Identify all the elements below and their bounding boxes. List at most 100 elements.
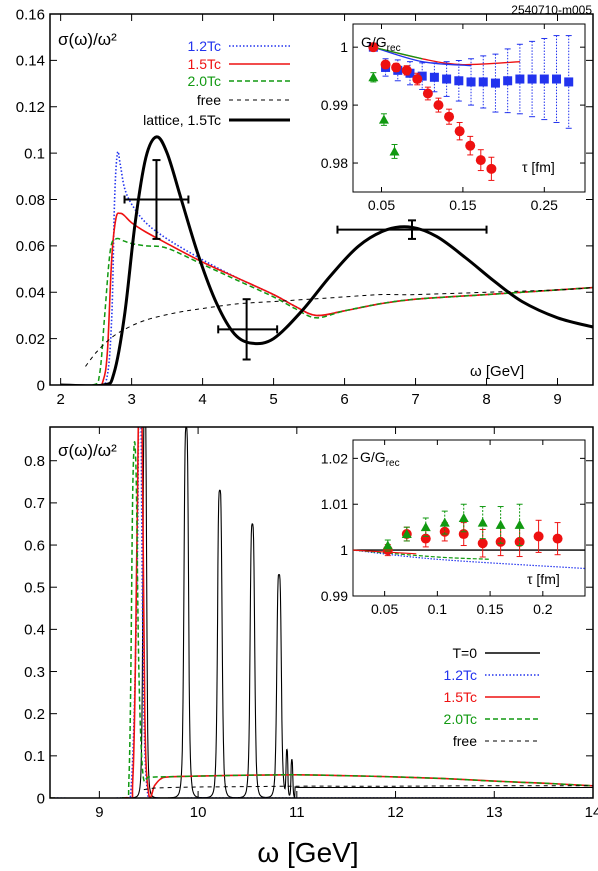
bottom-curves bbox=[50, 427, 593, 798]
series-line-15tc bbox=[60, 212, 593, 385]
inset-marker-circle bbox=[454, 126, 465, 137]
inset-marker-circle bbox=[380, 59, 391, 70]
inset-marker-square bbox=[539, 74, 549, 84]
series-line-12tc bbox=[60, 150, 593, 385]
y-tick-label: 0.06 bbox=[16, 238, 45, 255]
inset-marker-triangle bbox=[401, 529, 412, 539]
inset-marker-circle bbox=[533, 531, 544, 542]
y-tick-label: 0.5 bbox=[24, 579, 45, 596]
inset-marker-square bbox=[466, 77, 476, 87]
inset-marker-square bbox=[490, 78, 500, 88]
x-tick-label: 13 bbox=[486, 804, 503, 821]
bottom-inset-content: 0.05 0.1 0.15 0.2 0.99 1 1.01 1.02 bbox=[321, 440, 586, 617]
x-tick-label: 5 bbox=[269, 391, 277, 408]
x-tick-label: 9 bbox=[95, 804, 103, 821]
inset-marker-square bbox=[552, 74, 562, 84]
inset-marker-circle bbox=[444, 111, 455, 122]
y-tick-label: 1.01 bbox=[321, 496, 348, 512]
inset-marker-circle bbox=[420, 533, 431, 544]
y-tick-label: 1.02 bbox=[321, 450, 348, 466]
bottom-x-axis-label: ω [GeV] bbox=[257, 837, 358, 868]
inset-marker-circle bbox=[465, 140, 476, 151]
legend-label: free bbox=[197, 92, 221, 108]
series-line-free bbox=[85, 287, 593, 367]
inset-marker-square bbox=[454, 76, 464, 86]
legend-label: 2.0Tc bbox=[188, 73, 221, 89]
y-tick-label: 0.02 bbox=[16, 331, 45, 348]
x-tick-label: 9 bbox=[553, 391, 561, 408]
y-tick-label: 0.6 bbox=[24, 537, 45, 554]
y-tick-label: 0.4 bbox=[24, 622, 45, 639]
inset-marker-circle bbox=[401, 65, 412, 76]
y-tick-label: 0.2 bbox=[24, 706, 45, 723]
inset-marker-square bbox=[478, 77, 488, 87]
bottom-inset-y-label: G/Grec bbox=[360, 449, 400, 469]
inset-marker-square bbox=[503, 76, 513, 86]
x-tick-label: 2 bbox=[56, 391, 64, 408]
inset-marker-circle bbox=[475, 155, 486, 166]
bottom-y-axis-label: σ(ω)/ω² bbox=[58, 441, 117, 460]
y-tick-label: 0.99 bbox=[321, 588, 348, 604]
x-tick-label: 0.25 bbox=[531, 197, 558, 213]
x-tick-label: 0.15 bbox=[476, 601, 503, 617]
x-tick-label: 0.2 bbox=[533, 601, 553, 617]
y-tick-label: 0.16 bbox=[16, 6, 45, 23]
figure-id: 2540710-m005 bbox=[511, 3, 592, 17]
bottom-plot-frame bbox=[49, 426, 594, 799]
inset-marker-triangle bbox=[514, 519, 525, 529]
inset-marker-circle bbox=[412, 74, 423, 85]
series-line-t0 bbox=[50, 427, 593, 798]
inset-curve bbox=[373, 46, 472, 67]
y-tick-label: 0.3 bbox=[24, 664, 45, 681]
inset-marker-square bbox=[429, 72, 439, 82]
top-plot-frame bbox=[49, 13, 594, 386]
inset-marker-triangle bbox=[368, 72, 379, 82]
top-inset: 0.05 0.15 0.25 0.98 0.99 1 G/Grec τ [fm] bbox=[321, 23, 586, 213]
inset-marker-triangle bbox=[420, 522, 431, 532]
legend-label: 1.5Tc bbox=[188, 56, 221, 72]
series-line-20tc bbox=[50, 441, 593, 798]
y-tick-label: 0.1 bbox=[24, 748, 45, 765]
x-tick-label: 8 bbox=[482, 391, 490, 408]
x-tick-label: 12 bbox=[387, 804, 404, 821]
series-line-lattice15tc bbox=[60, 135, 593, 385]
x-tick-label: 0.15 bbox=[449, 197, 476, 213]
legend-label: 1.5Tc bbox=[444, 689, 477, 705]
top-y-axis-label: σ(ω)/ω² bbox=[58, 30, 117, 49]
y-tick-label: 1 bbox=[340, 542, 348, 558]
inset-marker-circle bbox=[439, 526, 450, 537]
y-tick-label: 0.1 bbox=[24, 145, 45, 162]
y-tick-label: 0.7 bbox=[24, 495, 45, 512]
x-tick-label: 6 bbox=[340, 391, 348, 408]
x-tick-label: 0.1 bbox=[428, 601, 448, 617]
inset-marker-square bbox=[417, 71, 427, 81]
legend-label: 1.2Tc bbox=[188, 38, 221, 54]
x-tick-label: 0.05 bbox=[368, 197, 395, 213]
inset-curve bbox=[352, 549, 586, 570]
inset-marker-square bbox=[515, 74, 525, 84]
inset-marker-circle bbox=[514, 536, 525, 547]
inset-marker-circle bbox=[477, 538, 488, 549]
legend-label: free bbox=[453, 733, 477, 749]
bottom-inset: 0.05 0.1 0.15 0.2 0.99 1 1.01 1.02 G/Grec τ [fm… bbox=[321, 439, 586, 617]
inset-marker-square bbox=[527, 74, 537, 84]
y-tick-label: 0 bbox=[37, 377, 45, 394]
bottom-tick-layer: 9 10 11 12 13 14 0 0.1 0.2 0.3 0.4 0.5 0.6 0.7 0.8 bbox=[24, 427, 598, 821]
x-tick-label: 11 bbox=[289, 804, 305, 821]
top-inset-y-label: G/Grec bbox=[361, 34, 401, 54]
top-curves bbox=[60, 135, 593, 385]
x-tick-label: 3 bbox=[127, 391, 135, 408]
inset-marker-circle bbox=[391, 62, 402, 73]
x-tick-label: 4 bbox=[198, 391, 206, 408]
inset-marker-circle bbox=[422, 88, 433, 99]
inset-marker-triangle bbox=[495, 519, 506, 529]
top-panel: 2 3 4 5 6 7 8 9 0 0.02 0.04 0.06 0.08 0.1 0.12 0.14 0.16… bbox=[16, 6, 594, 408]
inset-marker-triangle bbox=[458, 513, 469, 522]
legend-label: 2.0Tc bbox=[444, 711, 477, 727]
y-tick-label: 0.98 bbox=[321, 155, 348, 171]
inset-curve bbox=[352, 549, 491, 560]
x-tick-label: 7 bbox=[411, 391, 419, 408]
bottom-inset-frame bbox=[352, 439, 586, 597]
